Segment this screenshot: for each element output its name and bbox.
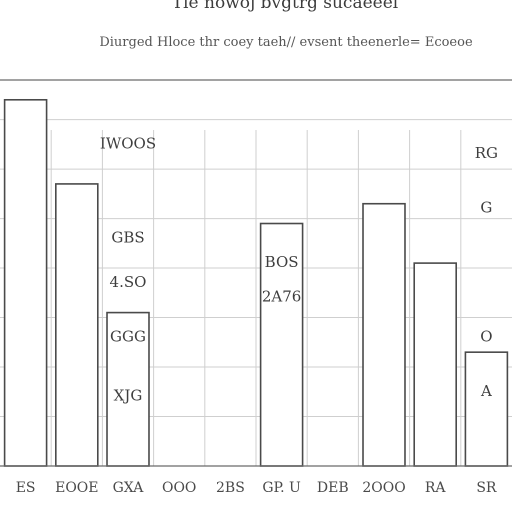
bar	[362, 202, 406, 467]
x-tick-label: OOO	[162, 480, 196, 496]
bar	[106, 311, 150, 467]
x-tick-label: DEB	[317, 480, 349, 496]
bar	[413, 262, 457, 467]
bars	[3, 98, 509, 467]
x-tick-label: SR	[476, 480, 497, 496]
data-label: G	[480, 199, 492, 217]
bar	[55, 183, 99, 467]
bar	[3, 98, 48, 467]
chart-title: Tle nowoj bvgtrg sucaeeel	[172, 0, 398, 13]
data-label: 4.SO	[110, 273, 147, 291]
data-label: GGG	[110, 327, 146, 345]
data-label: BOS	[265, 253, 299, 271]
data-label: RG	[475, 144, 498, 162]
data-label: GBS	[111, 228, 144, 246]
x-tick-label: EOOE	[55, 480, 98, 496]
x-tick-label: GP. U	[262, 480, 301, 496]
x-tick-label: 2BS	[216, 480, 245, 496]
data-labels: IWOOS GBS 4.SO GGG XJG BOS 2A76 RG G O A	[100, 134, 498, 404]
x-tick-label: GXA	[113, 480, 145, 496]
data-label: 2A76	[262, 288, 301, 306]
x-tick-label: RA	[425, 480, 447, 496]
data-label: XJG	[114, 387, 143, 405]
data-label: A	[480, 382, 492, 400]
data-label: O	[480, 327, 492, 345]
x-tick-label: ES	[16, 480, 36, 496]
x-tick-labels: ES EOOE GXA OOO 2BS GP. U DEB 2OOO RA SR	[16, 480, 497, 496]
bar	[259, 222, 304, 467]
data-label: IWOOS	[100, 134, 156, 152]
x-tick-label: 2OOO	[362, 480, 405, 496]
chart-subtitle: Diurged Hloce thr coey taeh// evsent the…	[99, 35, 473, 50]
bar	[464, 351, 509, 467]
